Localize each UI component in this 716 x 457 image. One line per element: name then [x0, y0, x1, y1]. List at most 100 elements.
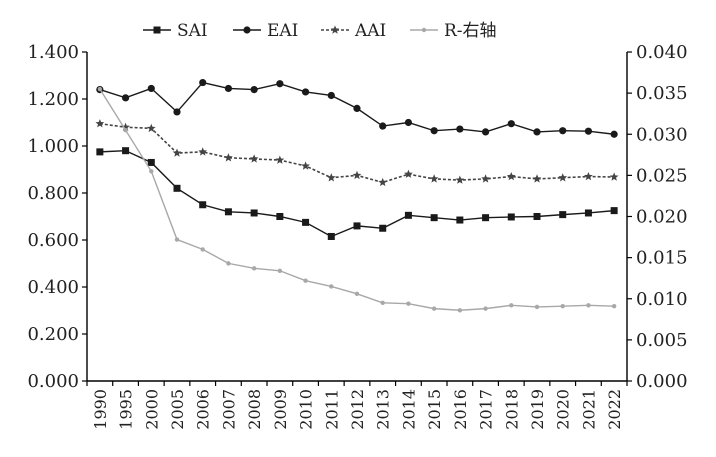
series-point-sai	[533, 213, 541, 220]
series-point-r	[174, 237, 180, 242]
series-point-sai	[482, 214, 490, 222]
legend-item-r: R-右轴	[410, 21, 497, 41]
right-y-tick-label: 0.015	[636, 248, 688, 269]
series-point-sai	[147, 158, 155, 166]
right-y-tick-label: 0.020	[636, 207, 688, 228]
series-sai	[96, 147, 618, 240]
series-point-aai	[172, 148, 182, 157]
legend-label-aai: AAI	[354, 21, 386, 41]
series-point-r	[534, 304, 540, 310]
series-point-sai	[584, 209, 592, 217]
series-point-eai	[301, 88, 310, 96]
series-point-r	[611, 303, 617, 309]
series-point-eai	[533, 128, 541, 136]
left-y-tick-label: 0.200	[27, 324, 79, 345]
x-tick-label: 2010	[297, 389, 316, 430]
x-tick-label: 2009	[271, 389, 290, 430]
series-layer	[95, 78, 619, 313]
series-point-eai	[404, 118, 413, 127]
x-axis-ticks: 1990 1995 2000 2005 2006 2007 2008 2009 2010 2011…	[86, 381, 628, 430]
x-tick-label: 2021	[579, 389, 598, 430]
series-point-eai	[224, 84, 233, 93]
x-tick-label: 2000	[142, 389, 161, 430]
series-point-sai	[199, 201, 207, 209]
x-tick-label: 2005	[168, 389, 187, 430]
right-y-tick-label: 0.030	[636, 124, 688, 145]
series-point-eai	[147, 84, 155, 93]
series-point-r	[149, 169, 154, 174]
series-point-aai	[609, 172, 619, 181]
series-point-r	[457, 308, 463, 313]
x-tick-label: 2007	[219, 389, 238, 430]
series-point-sai	[327, 232, 335, 240]
x-tick-label: 2008	[245, 389, 264, 430]
series-point-r	[277, 268, 283, 273]
series-point-eai	[584, 127, 593, 135]
right-y-tick-label: 0.025	[636, 165, 688, 186]
series-point-sai	[122, 147, 130, 155]
series-point-sai	[173, 184, 181, 192]
left-y-tick-label: 0.800	[27, 183, 79, 204]
right-y-tick-label: 0.005	[636, 330, 688, 351]
series-point-eai	[276, 80, 284, 88]
series-point-eai	[173, 108, 181, 116]
series-point-aai	[532, 174, 542, 183]
series-point-eai	[121, 94, 130, 102]
series-point-aai	[455, 175, 465, 184]
legend-marker-sai	[153, 26, 161, 34]
x-tick-label: 2020	[554, 389, 573, 430]
series-point-r	[483, 306, 488, 311]
series-point-r	[123, 127, 128, 133]
series-point-aai	[224, 153, 233, 162]
series-point-aai	[404, 169, 413, 178]
right-y-tick-label: 0.010	[636, 289, 688, 310]
legend-label-r: R-右轴	[444, 21, 497, 41]
series-point-eai	[559, 127, 567, 135]
series-point-r	[354, 291, 360, 297]
series-point-eai	[379, 122, 387, 130]
legend: SAI EAI AAI R-右轴	[143, 21, 497, 41]
series-point-aai	[326, 173, 336, 182]
right-y-axis-ticks: 0.000 0.005 0.010 0.015 0.020 0.025 0.030 0.035…	[627, 42, 688, 392]
series-point-sai	[250, 209, 258, 217]
legend-item-aai: AAI	[321, 21, 386, 41]
series-point-r	[200, 247, 205, 252]
legend-label-sai: SAI	[177, 21, 208, 41]
series-point-aai	[584, 171, 593, 181]
series-point-sai	[379, 224, 387, 232]
series-point-aai	[301, 161, 310, 170]
series-point-r	[509, 303, 514, 308]
series-point-sai	[96, 148, 104, 156]
series-point-r	[406, 301, 411, 306]
series-point-sai	[430, 214, 438, 222]
legend-marker-aai	[330, 25, 340, 34]
x-tick-label: 2006	[194, 389, 213, 430]
series-point-eai	[327, 91, 335, 100]
legend-item-eai: EAI	[233, 21, 298, 41]
series-point-eai	[610, 130, 618, 138]
series-r	[97, 86, 617, 313]
x-tick-label: 2017	[477, 389, 496, 430]
series-point-r	[303, 278, 308, 283]
series-point-eai	[481, 128, 490, 136]
left-y-tick-label: 0.600	[27, 230, 79, 251]
right-y-tick-label: 0.035	[636, 83, 688, 104]
series-point-sai	[507, 213, 515, 221]
series-point-sai	[353, 222, 361, 230]
series-eai	[96, 78, 618, 138]
series-point-aai	[121, 122, 130, 131]
series-point-sai	[456, 216, 464, 224]
series-point-r	[431, 306, 437, 311]
x-tick-label: 2022	[605, 389, 624, 430]
series-point-sai	[276, 213, 284, 220]
series-point-aai	[249, 154, 259, 163]
series-point-aai	[95, 119, 105, 128]
right-y-tick-label: 0.040	[636, 42, 688, 63]
left-y-tick-label: 0.000	[27, 371, 79, 392]
series-point-aai	[481, 174, 490, 183]
left-y-tick-label: 1.400	[27, 42, 79, 63]
series-point-aai	[198, 147, 208, 156]
series-point-aai	[506, 171, 516, 181]
